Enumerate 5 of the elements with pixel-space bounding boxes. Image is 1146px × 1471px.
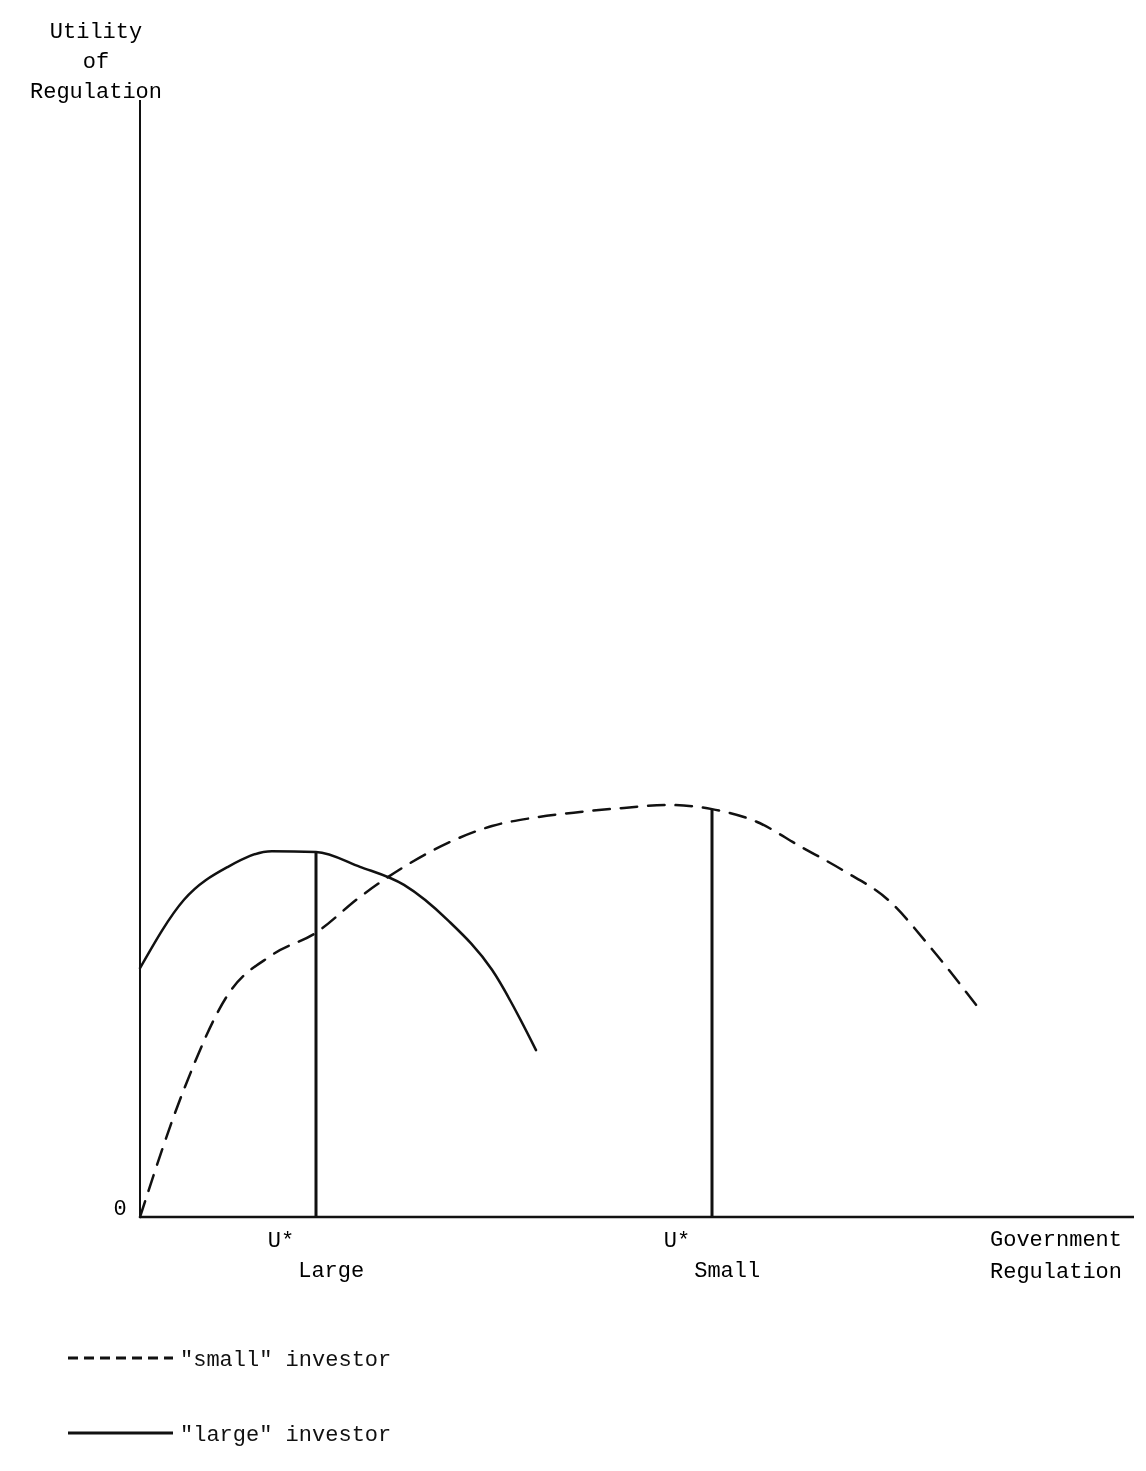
text: Utility of Regulation [29,20,163,105]
legend-label: "small" investor [180,1347,392,1373]
text: 0 [113,1197,127,1222]
x-axis-title: Government Regulation [989,1228,1123,1285]
legend-label: "large" investor [180,1422,392,1448]
